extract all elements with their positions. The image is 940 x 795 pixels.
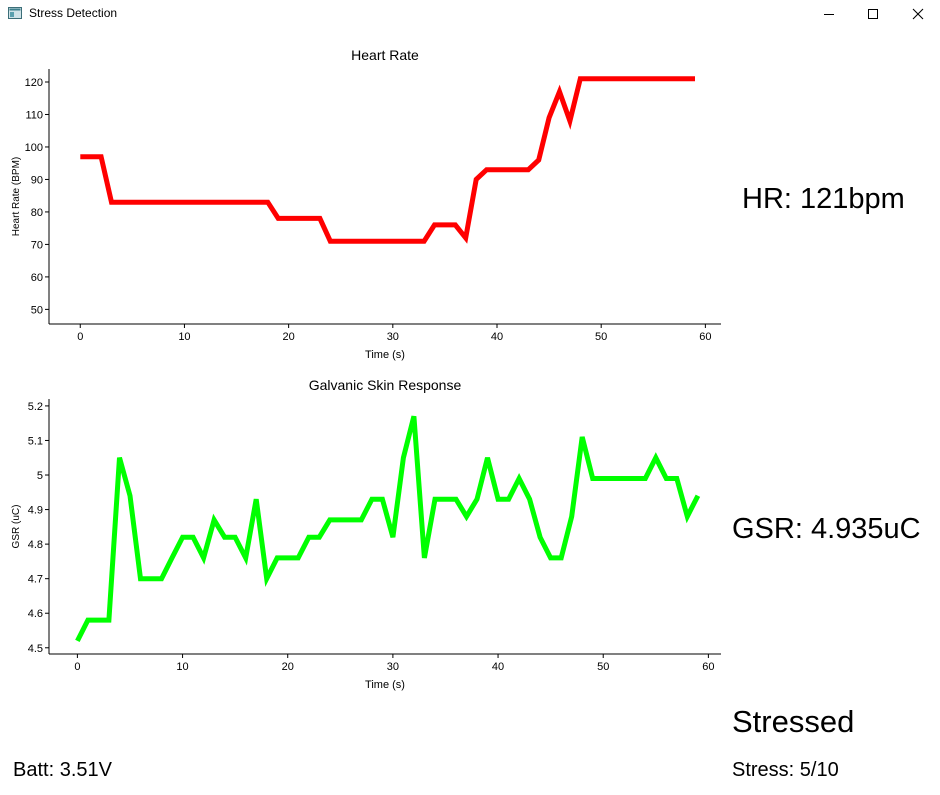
gsr-readout: GSR: 4.935uC	[732, 513, 921, 545]
chart-1-x-tick-label: 10	[176, 661, 188, 673]
close-button[interactable]	[895, 0, 940, 28]
heart-rate-chart: Heart Rate 50 60 70 80 90 100 110 120 0 10 20 30 40 50…	[11, 47, 721, 361]
chart-0-x-tick-label: 40	[491, 331, 503, 343]
heart-rate-readout: HR: 121bpm	[742, 183, 905, 215]
maximize-button[interactable]	[850, 0, 896, 28]
close-icon	[912, 8, 924, 20]
chart-0-x-tick-label: 0	[77, 331, 83, 343]
chart-0-y-tick-label: 90	[31, 174, 43, 186]
chart-0-x-tick-label: 30	[387, 331, 399, 343]
chart-0-x-tick-label: 10	[178, 331, 190, 343]
chart-1-title: Galvanic Skin Response	[309, 377, 462, 393]
chart-0-title: Heart Rate	[351, 47, 419, 63]
chart-1-y-tick-label: 4.6	[28, 608, 43, 620]
stress-level-readout: Stress: 5/10	[732, 759, 839, 781]
app-window-icon	[8, 7, 22, 19]
chart-1-y-tick-label: 4.8	[28, 539, 43, 551]
chart-1-x-tick-label: 0	[74, 661, 80, 673]
chart-0-y-tick-label: 100	[25, 142, 43, 154]
chart-1-y-tick-label: 4.9	[28, 505, 43, 517]
window-title: Stress Detection	[29, 6, 118, 20]
chart-1-x-tick-label: 60	[702, 661, 714, 673]
maximize-icon	[868, 9, 878, 19]
chart-1-series-line	[75, 415, 701, 643]
chart-0-series-line	[80, 76, 695, 244]
chart-0-y-tick-label: 80	[31, 207, 43, 219]
battery-voltage-readout: Batt: 3.51V	[13, 759, 112, 781]
chart-0-y-tick-label: 50	[31, 304, 43, 316]
chart-1-y-tick-label: 4.7	[28, 574, 43, 586]
chart-1-x-tick-label: 50	[597, 661, 609, 673]
chart-0-y-tick-label: 70	[31, 239, 43, 251]
chart-1-y-tick-label: 4.5	[28, 643, 43, 655]
chart-1-y-axis-label: GSR (uC)	[11, 505, 22, 549]
chart-1-y-tick-label: 5	[37, 470, 43, 482]
chart-1-x-tick-label: 20	[282, 661, 294, 673]
title-bar[interactable]: Stress Detection	[0, 0, 940, 28]
chart-0-y-tick-label: 110	[25, 109, 43, 121]
stress-status-label: Stressed	[732, 704, 855, 739]
chart-1-x-tick-label: 40	[492, 661, 504, 673]
chart-1-x-axis-label: Time (s)	[365, 679, 405, 691]
chart-1-y-tick-label: 5.1	[28, 435, 43, 447]
chart-0-y-tick-label: 120	[25, 77, 43, 89]
chart-0-y-axis-label: Heart Rate (BPM)	[11, 157, 22, 236]
chart-1-x-tick-label: 30	[387, 661, 399, 673]
chart-1-y-tick-label: 5.2	[28, 401, 43, 413]
chart-0-x-tick-label: 50	[595, 331, 607, 343]
chart-0-x-tick-label: 60	[699, 331, 711, 343]
chart-0-x-tick-label: 20	[283, 331, 295, 343]
gsr-chart: Galvanic Skin Response 4.5 4.6 4.7 4.8 4.9 5 5.…	[11, 377, 721, 691]
chart-0-x-axis-label: Time (s)	[365, 349, 405, 361]
chart-0-y-tick-label: 60	[31, 272, 43, 284]
minimize-icon	[824, 14, 834, 15]
minimize-button[interactable]	[806, 0, 852, 28]
